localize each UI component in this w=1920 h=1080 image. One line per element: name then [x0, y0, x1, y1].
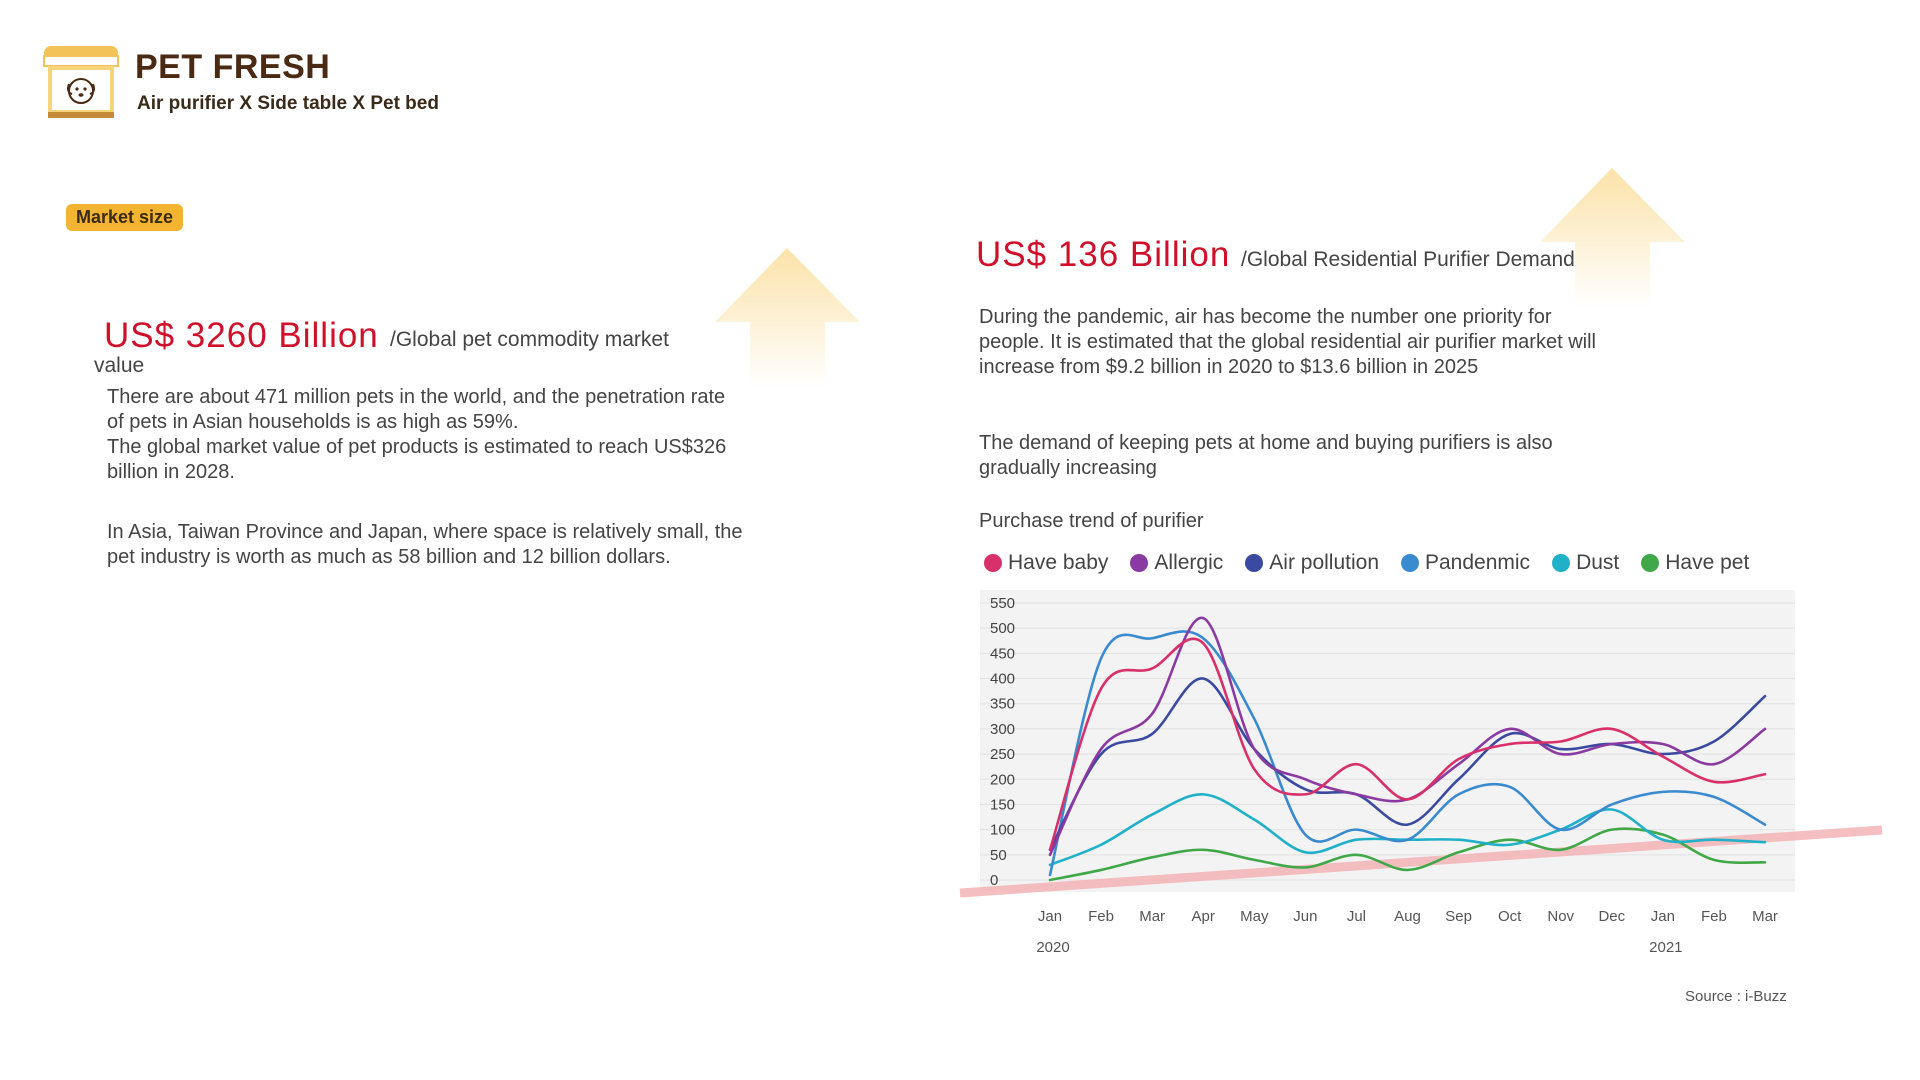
pet-market-unit: /Global pet commodity market	[390, 328, 669, 351]
x-tick-label: Nov	[1547, 908, 1574, 925]
y-tick-label: 50	[990, 847, 1007, 864]
source-note: Source : i-Buzz	[1685, 988, 1787, 1005]
legend-label: Pandenmic	[1425, 551, 1531, 574]
text-line: The global market value of pet products …	[107, 436, 727, 458]
text-line: increase from $9.2 billion in 2020 to $1…	[979, 356, 1479, 378]
legend-item: Have pet	[1641, 551, 1749, 575]
legend-item: Dust	[1552, 551, 1619, 575]
market-size-badge: Market size	[66, 204, 184, 231]
legend-label: Dust	[1576, 551, 1620, 574]
y-tick-label: 100	[990, 822, 1015, 839]
pet-market-unit-cont: value	[94, 354, 145, 377]
legend-item: Allergic	[1130, 551, 1223, 575]
x-tick-label: May	[1240, 908, 1269, 925]
x-tick-label: Mar	[1139, 908, 1165, 925]
up-arrow-decoration	[1540, 168, 1685, 308]
y-tick-label: 450	[990, 645, 1015, 662]
legend-swatch	[1641, 554, 1660, 572]
text-line: billion in 2028.	[107, 461, 235, 483]
y-tick-label: 150	[990, 796, 1015, 813]
legend-swatch	[1130, 554, 1149, 572]
legend-item: Have baby	[984, 551, 1108, 575]
y-tick-label: 0	[990, 872, 998, 889]
legend-swatch	[1401, 554, 1419, 572]
y-tick-label: 400	[990, 671, 1015, 688]
legend-swatch	[1245, 554, 1264, 572]
y-tick-label: 250	[990, 746, 1015, 763]
series-line	[1048, 637, 1767, 852]
purifier-paragraph-2: The demand of keeping pets at home and b…	[979, 431, 1719, 481]
pet-market-paragraph-1: There are about 471 million pets in the …	[107, 385, 827, 485]
series-line	[1048, 616, 1767, 857]
x-tick-label: Jul	[1347, 908, 1366, 925]
text-line: In Asia, Taiwan Province and Japan, wher…	[107, 521, 743, 543]
x-tick-label: Sep	[1445, 908, 1472, 925]
legend-swatch	[984, 554, 1002, 572]
x-tick-label: Feb	[1701, 908, 1727, 925]
y-tick-label: 550	[990, 595, 1015, 612]
text-line: of pets in Asian households is as high a…	[107, 411, 519, 433]
x-tick-label: Jan	[1038, 908, 1062, 925]
purifier-paragraph-1: During the pandemic, air has become the …	[979, 305, 1719, 380]
text-line: people. It is estimated that the global …	[979, 331, 1596, 353]
x-tick-label: Mar	[1752, 908, 1778, 925]
x-tick-label: Oct	[1498, 908, 1522, 925]
text-line: During the pandemic, air has become the …	[979, 306, 1552, 328]
text-line: There are about 471 million pets in the …	[107, 386, 726, 408]
dog-bed-icon	[43, 46, 119, 118]
brand-title: PET FRESH	[135, 48, 331, 86]
brand-subtitle: Air purifier X Side table X Pet bed	[137, 93, 439, 114]
legend-label: Have pet	[1665, 551, 1750, 574]
text-line: The demand of keeping pets at home and b…	[979, 432, 1553, 454]
legend-item: Pandenmic	[1401, 551, 1530, 575]
series-line	[1048, 677, 1767, 852]
chart-title: Purchase trend of purifier	[979, 510, 1204, 532]
up-arrow-decoration	[715, 248, 860, 388]
purifier-demand-value: US$ 136 Billion	[976, 235, 1231, 274]
x-year-label: 2020	[1036, 939, 1069, 956]
y-tick-label: 300	[990, 721, 1015, 738]
pet-market-paragraph-2: In Asia, Taiwan Province and Japan, wher…	[107, 520, 827, 570]
x-tick-label: Feb	[1088, 908, 1114, 925]
x-tick-label: Jun	[1293, 908, 1317, 925]
y-tick-label: 350	[990, 696, 1015, 713]
legend-swatch	[1552, 554, 1571, 572]
text-line: gradually increasing	[979, 457, 1157, 479]
y-tick-label: 500	[990, 620, 1015, 637]
purifier-demand-unit: /Global Residential Purifier Demand	[1241, 248, 1575, 271]
legend-label: Have baby	[1008, 551, 1109, 574]
text-line: pet industry is worth as much as 58 bill…	[107, 546, 671, 568]
x-tick-label: Apr	[1192, 908, 1215, 925]
legend-label: Allergic	[1154, 551, 1224, 574]
x-tick-label: Aug	[1394, 908, 1421, 925]
chart-legend: Have baby Allergic Air pollution Pandenm…	[984, 551, 1749, 575]
y-tick-label: 200	[990, 771, 1015, 788]
x-tick-label: Jan	[1651, 908, 1675, 925]
pet-market-value: US$ 3260 Billion	[104, 316, 379, 355]
legend-item: Air pollution	[1245, 551, 1379, 575]
x-tick-label: Dec	[1598, 908, 1625, 925]
legend-label: Air pollution	[1269, 551, 1379, 574]
x-year-label: 2021	[1649, 939, 1682, 956]
series-line	[1048, 630, 1767, 877]
